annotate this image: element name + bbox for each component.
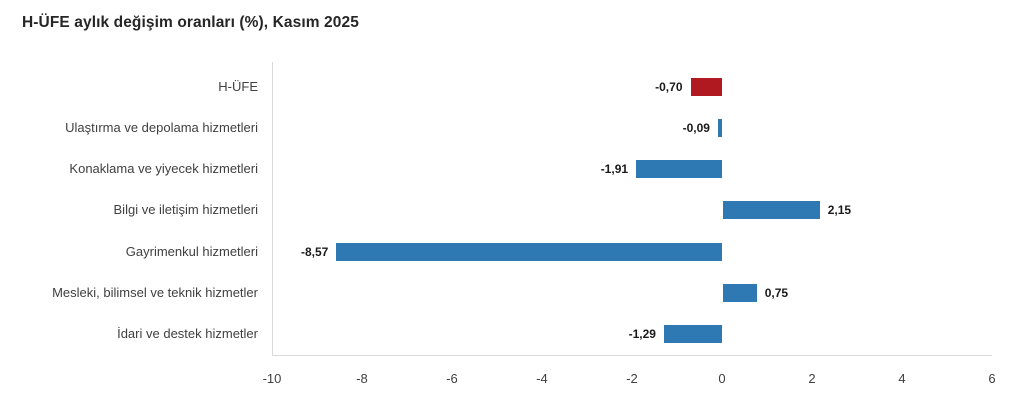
- category-label: Gayrimenkul hizmetleri: [125, 243, 258, 259]
- x-tick-label: -2: [626, 371, 638, 386]
- chart-title: H-ÜFE aylık değişim oranları (%), Kasım …: [22, 14, 359, 31]
- category-label: Konaklama ve yiyecek hizmetleri: [69, 161, 258, 177]
- value-label: -0,70: [655, 79, 683, 94]
- x-tick-label: -4: [536, 371, 548, 386]
- category-label: Mesleki, bilimsel ve teknik hizmetler: [52, 285, 258, 300]
- category-label: Ulaştırma ve depolama hizmetleri: [65, 119, 258, 135]
- value-label: 2,15: [827, 203, 852, 218]
- category-label: Bilgi ve iletişim hizmetleri: [113, 202, 258, 218]
- bar: [663, 325, 722, 344]
- category-label: H-ÜFE: [218, 78, 258, 94]
- bar: [717, 118, 722, 137]
- x-tick-label: 2: [808, 371, 816, 386]
- x-tick-label: 6: [988, 371, 996, 386]
- category-label: İdari ve destek hizmetler: [117, 326, 258, 342]
- x-tick-label: 0: [718, 371, 726, 386]
- value-label: -8,57: [300, 244, 329, 259]
- x-tick-label: 4: [898, 371, 906, 386]
- bar: [723, 284, 757, 302]
- bar: [636, 160, 722, 179]
- x-axis-line: [272, 355, 992, 356]
- value-label: 0,75: [764, 286, 789, 300]
- bar: [336, 242, 722, 261]
- value-label: -1,91: [600, 162, 629, 177]
- value-label: -0,09: [682, 120, 710, 135]
- bar: [723, 201, 820, 220]
- value-label: -1,29: [628, 327, 656, 342]
- bar: [690, 77, 722, 96]
- y-axis-line: [272, 62, 273, 355]
- x-tick-label: -6: [446, 371, 458, 386]
- x-tick-label: -8: [356, 371, 368, 386]
- x-tick-label: -10: [262, 371, 282, 386]
